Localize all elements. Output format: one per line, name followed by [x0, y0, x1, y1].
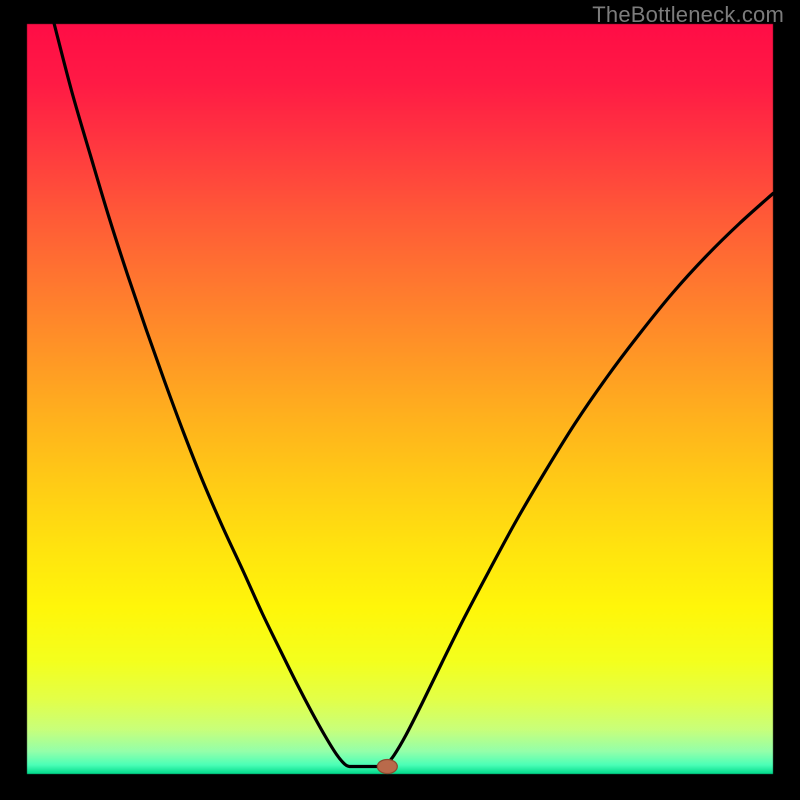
gradient-background — [0, 0, 800, 800]
chart-stage: TheBottleneck.com — [0, 0, 800, 800]
